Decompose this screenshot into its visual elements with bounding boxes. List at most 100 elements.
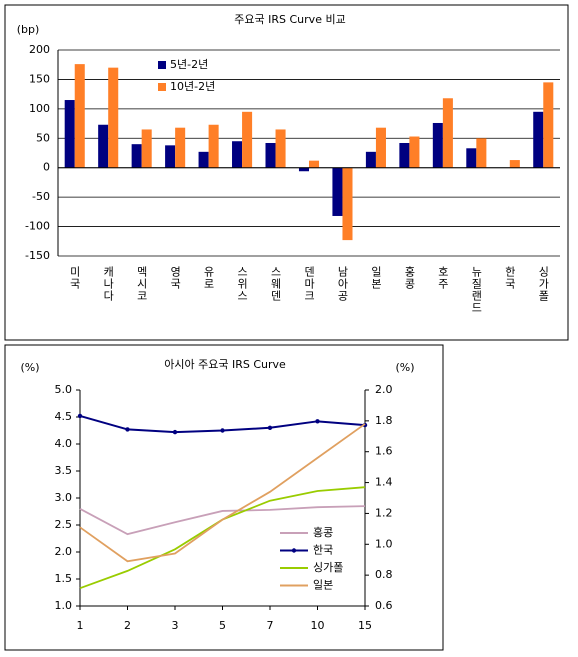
marker — [315, 419, 320, 424]
y-tick-label: 50 — [36, 131, 50, 144]
bar — [98, 124, 109, 168]
legend-label: 한국 — [313, 544, 333, 557]
legend-label: 10년-2년 — [170, 80, 215, 93]
bar — [141, 129, 152, 168]
x-tick-label: 스웨덴 — [269, 266, 282, 302]
legend-label: 5년-2년 — [170, 58, 208, 71]
x-tick-label: 1 — [77, 619, 84, 632]
bar — [74, 64, 85, 168]
marker — [125, 427, 130, 432]
marker — [220, 428, 225, 433]
bar — [399, 142, 410, 168]
chart-frame — [4, 4, 569, 341]
legend-swatch — [158, 83, 166, 91]
bar — [342, 167, 353, 241]
x-tick-label: 7 — [267, 619, 274, 632]
bar — [242, 111, 253, 168]
marker — [77, 413, 83, 419]
y-tick-label: 150 — [29, 72, 50, 85]
x-tick-label: 일본 — [369, 265, 382, 290]
y-axis-label: (bp) — [17, 23, 40, 36]
bar — [409, 136, 420, 168]
y2-tick-label: 1.2 — [375, 506, 393, 519]
x-tick-label: 홍콩 — [403, 265, 416, 290]
chart-title: 아시아 주요국 IRS Curve — [164, 358, 286, 371]
x-tick-label: 덴마크 — [303, 266, 316, 302]
bar — [332, 167, 343, 216]
bar — [432, 122, 443, 168]
marker — [172, 429, 178, 435]
x-tick-label: 15 — [358, 619, 372, 632]
y2-tick-label: 1.8 — [375, 414, 393, 427]
bar — [365, 151, 376, 168]
y2-tick-label: 1.6 — [375, 445, 393, 458]
y-tick-label: 100 — [29, 102, 50, 115]
y2-tick-label: 0.8 — [375, 568, 393, 581]
y2-tick-label: 2.0 — [375, 383, 393, 396]
y-tick-label: 0 — [43, 161, 50, 174]
bar — [131, 144, 142, 168]
bar — [108, 67, 119, 168]
legend-label: 홍콩 — [313, 525, 333, 539]
x-tick-label: 유로 — [202, 266, 215, 290]
x-tick-label: 싱가폴 — [537, 266, 550, 302]
y2-axis-label: (%) — [395, 361, 414, 374]
y-axis-label: (%) — [20, 361, 39, 374]
legend-label: 일본 — [313, 578, 333, 592]
bar — [64, 100, 75, 168]
x-tick-label: 캐나다 — [102, 266, 115, 302]
marker — [267, 425, 273, 430]
x-tick-label: 스위스 — [236, 266, 249, 302]
y-tick-label: 4.0 — [55, 437, 73, 450]
legend-swatch — [158, 61, 166, 69]
legend-marker — [291, 548, 297, 553]
y-tick-label: -100 — [25, 220, 50, 233]
y2-tick-label: 1.4 — [375, 476, 393, 489]
x-tick-label: 멕시코 — [135, 266, 148, 302]
y-tick-label: 3.5 — [55, 464, 73, 477]
y2-tick-label: 0.6 — [375, 599, 393, 612]
y-tick-label: 2.5 — [55, 518, 73, 531]
bar — [476, 138, 487, 168]
y-tick-label: 4.5 — [55, 410, 73, 423]
bar — [375, 127, 386, 168]
x-tick-label: 5 — [219, 619, 226, 632]
bar — [309, 160, 320, 168]
y-tick-label: -150 — [25, 249, 50, 262]
bar — [232, 141, 243, 168]
legend-label: 싱가폴 — [313, 561, 343, 574]
bar — [298, 167, 309, 172]
line — [79, 505, 366, 536]
chart-title: 주요국 IRS Curve 비교 — [234, 13, 345, 26]
bar — [198, 151, 209, 168]
line — [79, 423, 366, 563]
x-tick-label: 한국 — [503, 266, 516, 290]
x-tick-label: 2 — [124, 619, 131, 632]
bar — [175, 127, 186, 168]
bar — [442, 98, 453, 168]
x-tick-label: 10 — [311, 619, 325, 632]
bar — [466, 148, 477, 168]
bar — [165, 145, 176, 168]
bar — [208, 124, 219, 168]
bar — [533, 111, 544, 168]
y-tick-label: 1.5 — [55, 572, 73, 585]
y-tick-label: 3.0 — [55, 491, 73, 504]
y-tick-label: 200 — [29, 43, 50, 56]
bar — [509, 160, 520, 168]
x-tick-label: 뉴질랜드 — [470, 266, 483, 314]
y-tick-label: 1.0 — [55, 599, 73, 612]
y-tick-label: 2.0 — [55, 545, 73, 558]
x-tick-label: 호주 — [436, 266, 449, 290]
y-tick-label: 5.0 — [55, 383, 73, 396]
x-tick-label: 영국 — [169, 266, 182, 290]
y2-tick-label: 1.0 — [375, 537, 393, 550]
bar — [543, 82, 554, 168]
y-tick-label: -50 — [32, 190, 50, 203]
x-tick-label: 남아공 — [336, 266, 349, 302]
x-tick-label: 3 — [172, 619, 179, 632]
x-tick-label: 미국 — [68, 266, 81, 290]
bar — [265, 142, 276, 168]
bar — [275, 129, 286, 168]
